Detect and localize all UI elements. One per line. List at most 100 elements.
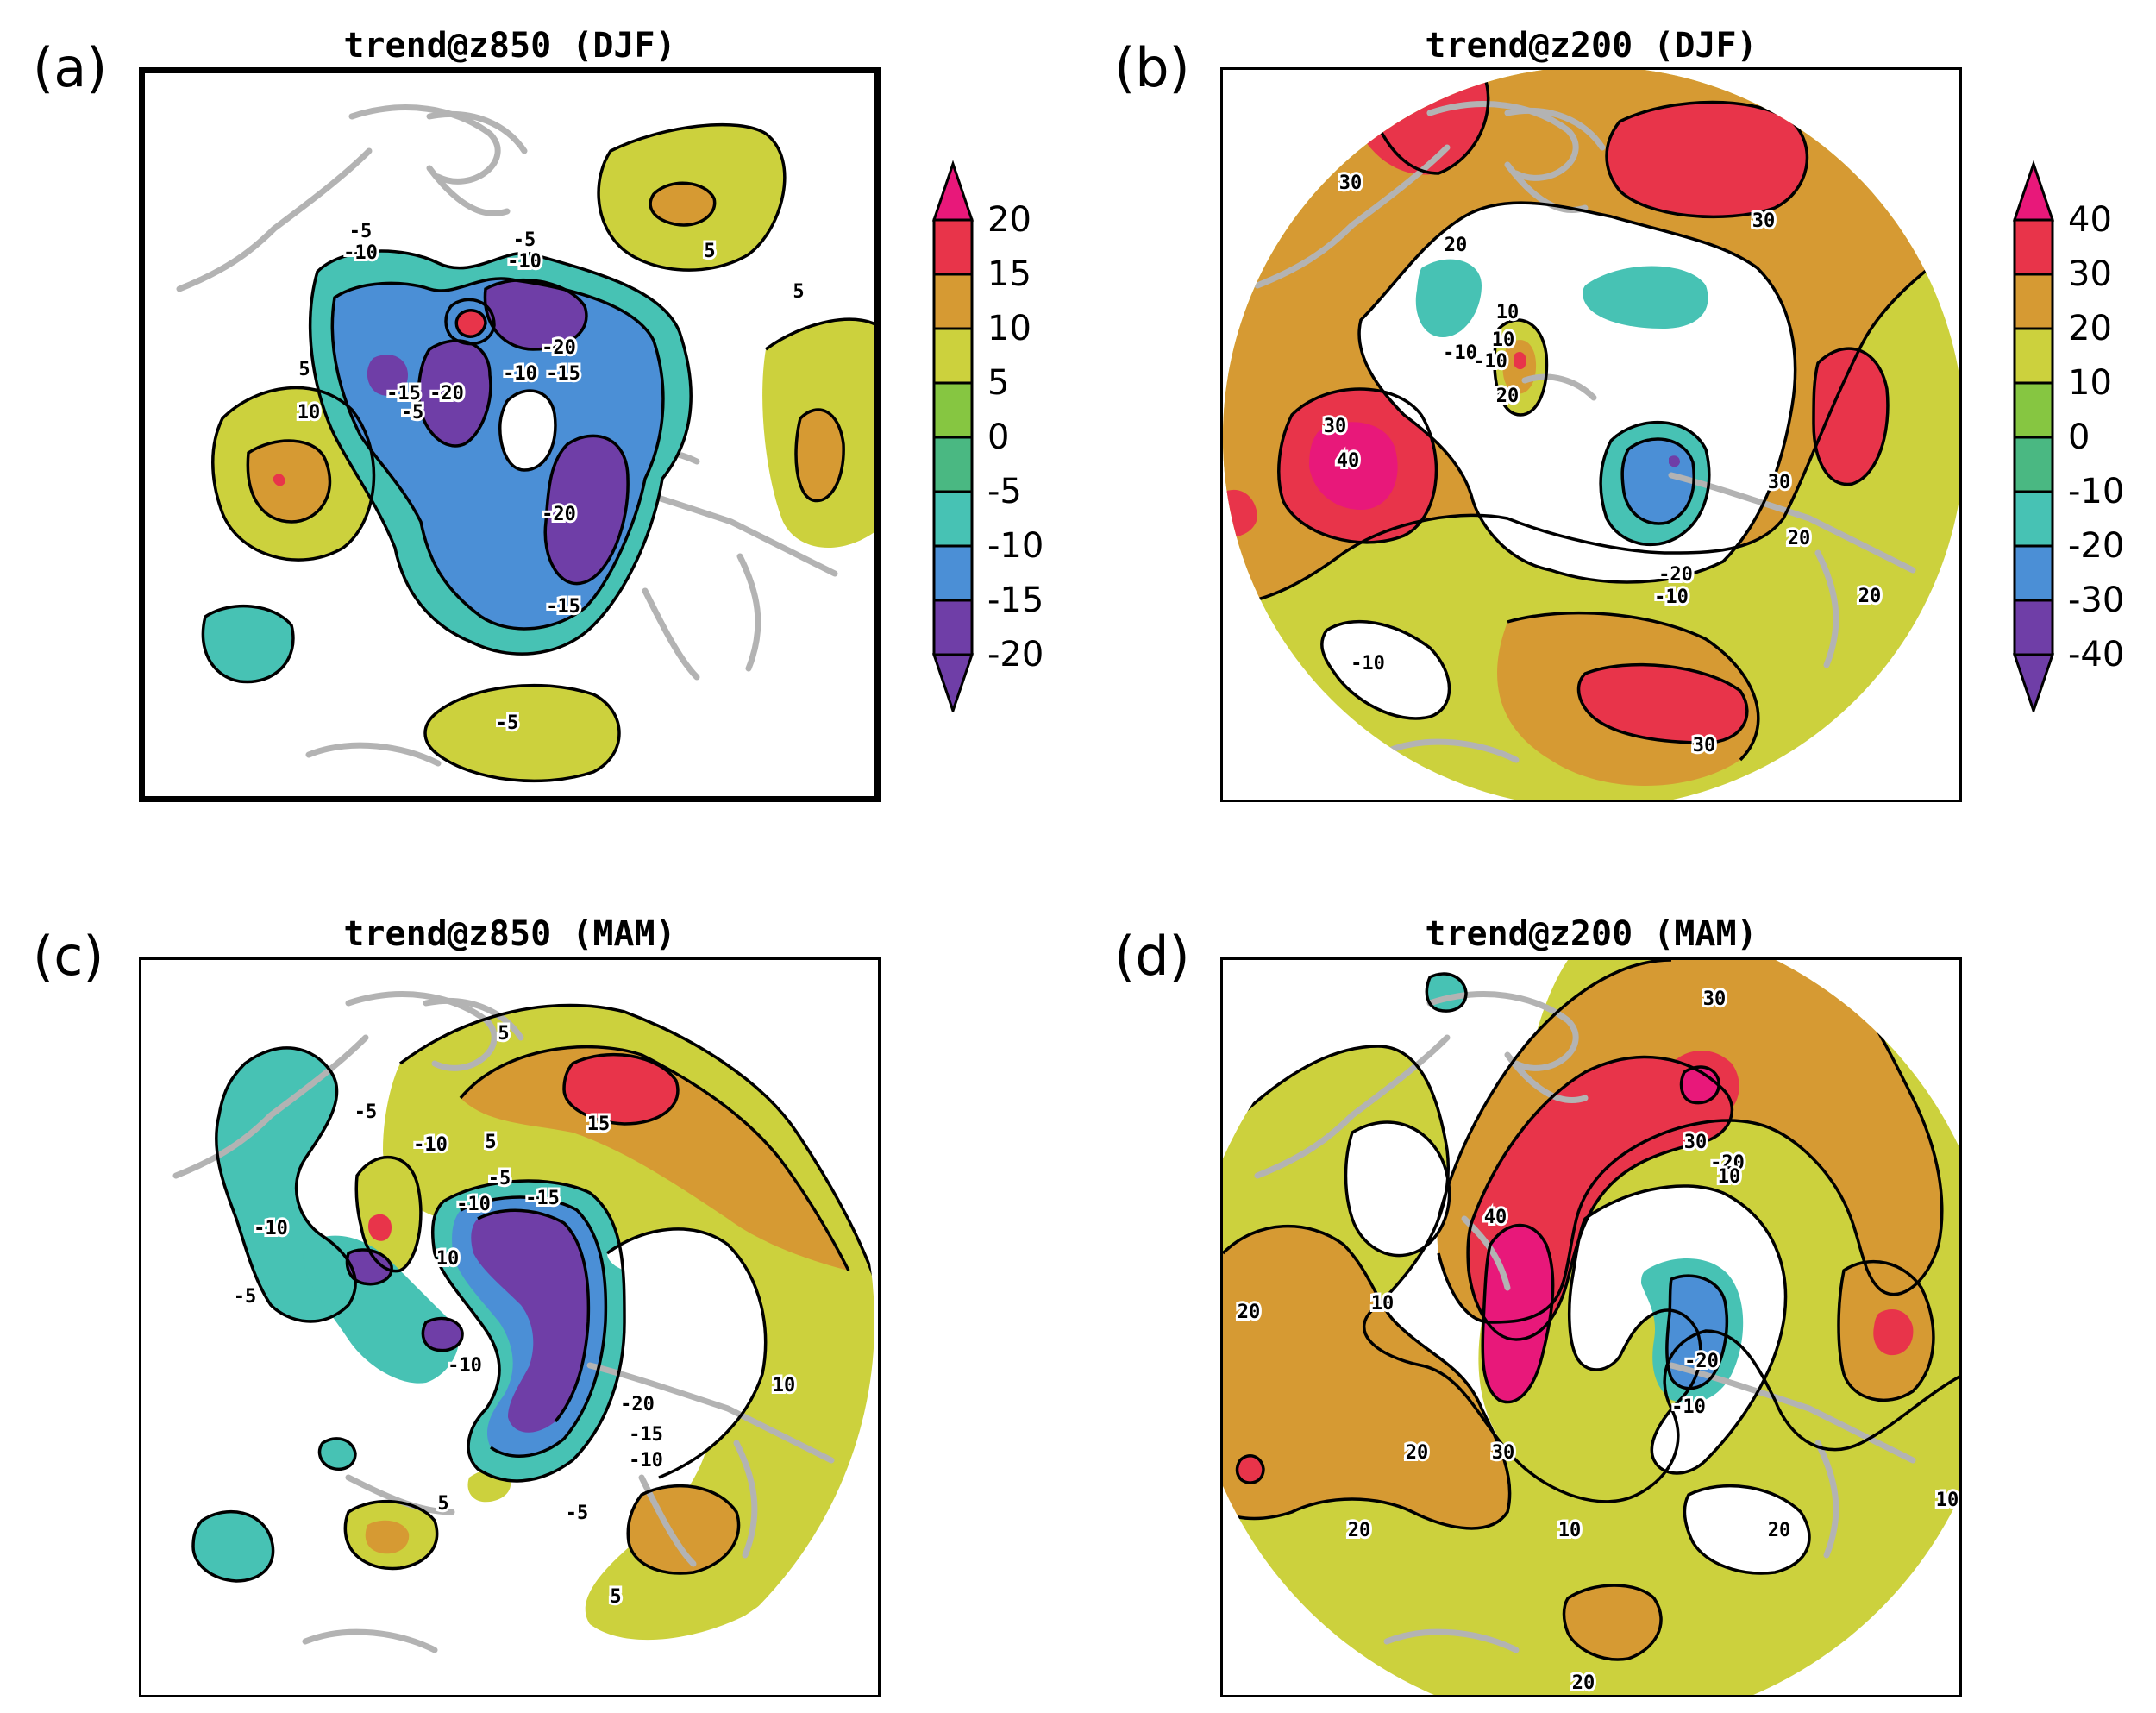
- contour-label: 30: [1752, 210, 1776, 232]
- contour-fills: [1223, 70, 1959, 800]
- colorbar-swatch: [2013, 327, 2054, 385]
- colorbar-a-label: -5: [987, 472, 1022, 511]
- contour-lines: [201, 122, 874, 783]
- colorbar-b: [2012, 160, 2055, 712]
- colorbar-b-label: -40: [2068, 635, 2125, 675]
- contour-label: 30: [1703, 988, 1727, 1010]
- map-c-svg: 5 -5 -10 15 5 -5 -10 -15 -10 10 -5 -10 -20 -15 -10 5 -5 1…: [172, 991, 874, 1653]
- contour-label: 20: [1768, 1520, 1791, 1541]
- panel-letter-a: (a): [33, 36, 108, 99]
- colorbar-a-label: 20: [987, 200, 1031, 240]
- colorbar-b-label: 30: [2068, 254, 2112, 294]
- colorbar-swatch: [932, 436, 974, 493]
- colorbar-upper-triangle: [931, 160, 975, 222]
- colorbar-swatch: [2013, 436, 2054, 493]
- colorbar-a: [931, 160, 975, 712]
- contour-label: 10: [1936, 1490, 1959, 1511]
- contour-label: -20: [542, 337, 576, 359]
- colorbar-lower-triangle: [2012, 653, 2055, 712]
- contour-label: 30: [1339, 173, 1363, 194]
- contour-label: -5: [349, 221, 373, 242]
- contour-label: -10: [1654, 587, 1689, 608]
- panel-letter-c: (c): [33, 925, 104, 988]
- colorbar-a-label: 15: [987, 254, 1031, 294]
- land-outline: [172, 991, 835, 1653]
- contour-label: -5: [488, 1168, 511, 1189]
- contour-label: 30: [1768, 472, 1791, 493]
- contour-label: 5: [485, 1132, 496, 1153]
- contour-label: 20: [1406, 1442, 1429, 1464]
- land-outline: [1254, 991, 1916, 1653]
- colorbar-a-label: -20: [987, 635, 1044, 675]
- contour-label: 30: [1492, 1442, 1515, 1464]
- colorbar-b-label: 0: [2068, 417, 2090, 457]
- contour-label: -20: [542, 504, 576, 525]
- contour-label: -10: [507, 251, 542, 273]
- contour-label: 20: [1348, 1520, 1371, 1541]
- contour-label: 40: [1484, 1207, 1507, 1228]
- contour-label: 5: [704, 241, 715, 262]
- panel-title-c: trend@z850 (MAM): [343, 914, 676, 954]
- contour-label: -10: [448, 1355, 482, 1377]
- contour-label: -15: [546, 363, 580, 385]
- colorbar-b-label: 40: [2068, 200, 2112, 240]
- contour-label: 5: [610, 1586, 621, 1608]
- contour-label: -20: [1684, 1351, 1719, 1372]
- contour-label: 5: [793, 281, 804, 303]
- colorbar-b-label: 20: [2068, 309, 2112, 348]
- panel-title-a: trend@z850 (DJF): [343, 26, 676, 66]
- contour-label: -15: [525, 1188, 560, 1209]
- contour-label: -10: [1351, 653, 1385, 675]
- contour-label: 20: [1445, 235, 1468, 256]
- colorbar-a-label: 5: [987, 363, 1010, 403]
- colorbar-b-label: -30: [2068, 580, 2125, 620]
- contour-label: 20: [1496, 386, 1520, 407]
- map-panel-c: 5 -5 -10 15 5 -5 -10 -15 -10 10 -5 -10 -20 -15 -10 5 -5 1…: [139, 957, 881, 1697]
- map-panel-d: 30 30 -20 10 40 10 20 -20 -10 30 20 20 10 20 10 20: [1220, 957, 1962, 1697]
- contour-label: 10: [1496, 302, 1520, 323]
- contour-label: -10: [343, 242, 378, 264]
- colorbar-swatch: [932, 327, 974, 385]
- colorbar-swatch: [2013, 218, 2054, 276]
- contour-lines: [1223, 960, 1959, 1661]
- colorbar-swatch: [2013, 599, 2054, 656]
- contour-label: 20: [1238, 1302, 1261, 1323]
- colorbar-swatch: [2013, 381, 2054, 439]
- contour-lines: [191, 1003, 874, 1583]
- contour-label: -15: [546, 596, 580, 618]
- colorbar-swatch: [932, 218, 974, 276]
- contour-label: 5: [437, 1493, 448, 1515]
- colorbar-a-label: -10: [987, 526, 1044, 566]
- map-panel-b: 30 20 10 -10 -10 10 20 30 40 30 20 -20 -10 20 -10 30 30: [1220, 67, 1962, 802]
- contour-label: 10: [436, 1248, 460, 1270]
- map-panel-a: -5 -10 -5 -10 -20 -10 -15 -15 -20 5 10 -20 -15 5 5 -5 -5: [139, 67, 881, 802]
- colorbar-b-label: 10: [2068, 363, 2112, 403]
- colorbar-swatch: [932, 544, 974, 602]
- colorbar-swatch: [932, 273, 974, 330]
- contour-label: 10: [1718, 1166, 1741, 1188]
- contour-label: -10: [629, 1450, 663, 1471]
- colorbar-a-label: -15: [987, 580, 1044, 620]
- contour-label: 10: [1492, 329, 1515, 351]
- contour-label: -10: [1443, 342, 1477, 364]
- panel-letter-b: (b): [1114, 36, 1190, 99]
- contour-label: -20: [620, 1394, 655, 1415]
- contour-label: 10: [1558, 1520, 1582, 1541]
- panel-title-d: trend@z200 (MAM): [1425, 914, 1758, 954]
- colorbar-swatch: [932, 490, 974, 548]
- colorbar-swatch: [2013, 544, 2054, 602]
- contour-label: -10: [254, 1218, 288, 1239]
- contour-label: 40: [1337, 450, 1360, 472]
- contour-label: -5: [234, 1286, 257, 1308]
- contour-label: -5: [354, 1101, 378, 1123]
- panel-title-b: trend@z200 (DJF): [1425, 26, 1758, 66]
- colorbar-a-label: 10: [987, 309, 1031, 348]
- contour-label: -10: [503, 363, 537, 385]
- contour-label: -20: [429, 383, 464, 405]
- colorbar-upper-triangle: [2012, 160, 2055, 222]
